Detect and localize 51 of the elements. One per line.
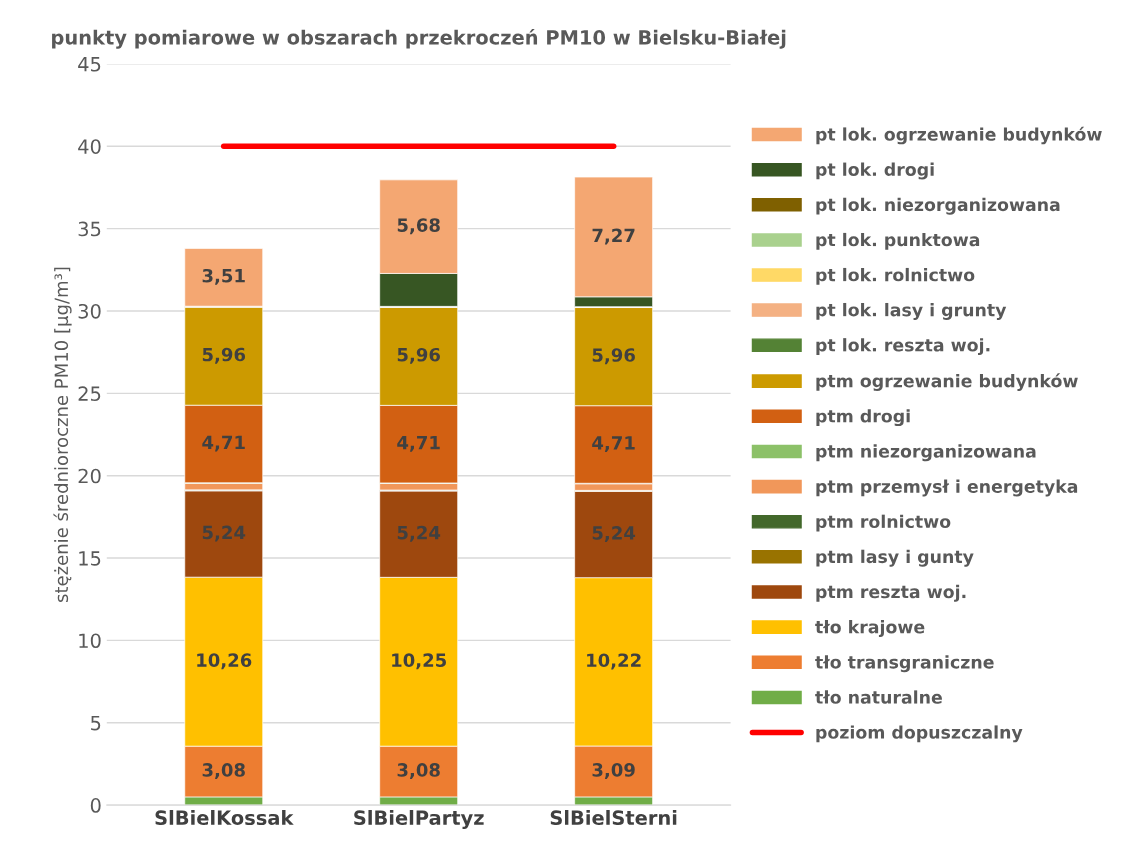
data-label: 10,26 bbox=[197, 653, 252, 670]
x-tick-label: SlBielKossak bbox=[155, 810, 294, 826]
legend-label: ptm rolnictwo bbox=[816, 514, 951, 532]
y-tick-label: 35 bbox=[78, 221, 101, 237]
data-label: 3,08 bbox=[202, 763, 245, 780]
legend-label: ptm przemysł i energetyka bbox=[816, 479, 1078, 497]
data-label: 10,22 bbox=[587, 653, 641, 670]
data-label: 5,96 bbox=[202, 347, 246, 364]
legend-label: pt lok. niezorganizowana bbox=[816, 197, 1060, 215]
legend-label: poziom dopuszczalny bbox=[816, 725, 1023, 743]
legend-label: pt lok. lasy i grunty bbox=[816, 302, 1007, 320]
y-tick-label: 15 bbox=[79, 551, 101, 566]
legend-label: tło krajowe bbox=[815, 620, 925, 637]
x-tick-label: SlBielPartyz bbox=[354, 810, 484, 829]
y-tick-label: 45 bbox=[78, 57, 101, 72]
data-label: 3,51 bbox=[202, 268, 245, 285]
data-label: 4,71 bbox=[592, 436, 635, 453]
legend-label: tło transgraniczne bbox=[815, 655, 994, 673]
legend-label: ptm lasy i gunty bbox=[816, 549, 974, 567]
data-label: 3,08 bbox=[397, 763, 440, 780]
data-label: 5,96 bbox=[592, 348, 635, 365]
legend-label: ptm reszta woj. bbox=[816, 584, 966, 602]
data-label: 5,68 bbox=[397, 218, 440, 235]
legend-label: ptm drogi bbox=[816, 409, 910, 427]
y-tick-label: 10 bbox=[79, 633, 101, 649]
data-label: 4,71 bbox=[202, 435, 245, 452]
y-tick-label: 20 bbox=[78, 468, 101, 484]
legend-label: pt lok. drogi bbox=[816, 162, 934, 180]
legend-label: pt lok. punktowa bbox=[816, 232, 980, 250]
legend-label: ptm ogrzewanie budynków bbox=[816, 373, 1078, 391]
y-tick-label: 30 bbox=[78, 303, 101, 319]
legend-label: tło naturalne bbox=[815, 690, 942, 704]
y-tick-label: 0 bbox=[90, 798, 101, 813]
x-tick-label: SlBielSterni bbox=[550, 810, 677, 826]
data-label: 5,96 bbox=[397, 347, 440, 364]
y-tick-label: 25 bbox=[78, 386, 101, 401]
data-label: 5,24 bbox=[397, 525, 441, 542]
legend-label: pt lok. ogrzewanie budynków bbox=[816, 126, 1102, 145]
data-label: 5,24 bbox=[202, 525, 246, 542]
data-label: 10,25 bbox=[392, 653, 446, 670]
data-label: 7,27 bbox=[592, 228, 635, 245]
y-tick-label: 40 bbox=[78, 139, 101, 154]
legend-label: pt lok. rolnictwo bbox=[816, 267, 975, 285]
y-tick-label: 5 bbox=[91, 715, 101, 731]
data-label: 4,71 bbox=[397, 435, 440, 452]
data-label: 5,24 bbox=[592, 526, 636, 543]
chart-title: punkty pomiarowe w obszarach przekroczeń PM10 w Bielsku-Białej bbox=[52, 28, 786, 49]
legend-label: pt lok. reszta woj. bbox=[816, 338, 990, 356]
legend-label: ptm niezorganizowana bbox=[816, 444, 1036, 462]
data-label: 3,09 bbox=[592, 763, 635, 779]
y-axis-title: stężenie średnioroczne PM10 [µg/m³] bbox=[53, 267, 72, 602]
